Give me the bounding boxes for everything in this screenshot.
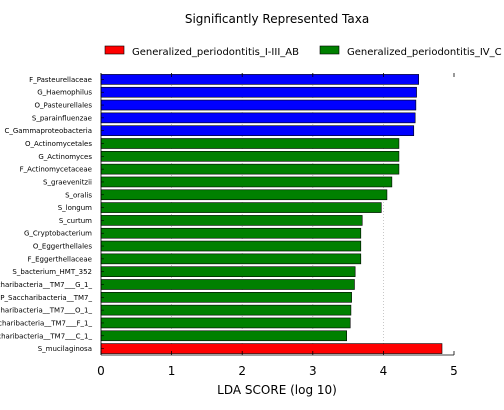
bars [100, 74, 443, 354]
x-axis: 0 1 2 3 4 5 [97, 73, 458, 378]
bar [100, 304, 352, 316]
category-label: S_graevenitzii [43, 178, 92, 186]
category-label: S_oralis [65, 191, 92, 199]
category-label: G_Cryptobacterium [24, 230, 92, 238]
legend-label-1: Generalized_periodontitis_I-III_AB [132, 47, 299, 58]
bar [100, 163, 400, 175]
category-label: _Saccharibacteria__TM7___C_1_ [0, 332, 92, 340]
category-label: S_mucilaginosa [38, 345, 92, 353]
bar [100, 253, 362, 265]
x-tick-label: 0 [97, 364, 105, 378]
bar [100, 176, 393, 188]
category-label: _Saccharibacteria__TM7___O_1_ [0, 307, 92, 315]
chart-title: Significantly Represented Taxa [185, 12, 369, 26]
bar [100, 266, 356, 277]
bar [100, 112, 416, 124]
x-tick-label: 3 [309, 364, 317, 378]
x-tick-label: 2 [238, 364, 246, 378]
x-tick-label: 5 [450, 364, 458, 378]
category-label: G_Actinomyces [38, 153, 92, 161]
category-label: O_Actinomycetales [25, 140, 92, 148]
bar [100, 125, 415, 136]
category-label: S_longum [58, 204, 92, 212]
bar [100, 151, 400, 162]
category-labels: F_Pasteurellaceae G_Haemophilus O_Pasteure… [0, 76, 92, 353]
category-label: P_Saccharibacteria__TM7_ [0, 294, 92, 302]
bar [100, 74, 420, 85]
category-label: F_Actinomycetaceae [20, 166, 92, 174]
bar [100, 292, 352, 303]
category-label: _Saccharibacteria__TM7___G_1_ [0, 281, 92, 289]
bar [100, 330, 347, 342]
bar [100, 227, 362, 239]
category-label: S_parainfluenzae [32, 114, 92, 122]
legend-label-2: Generalized_periodontitis_IV_C [347, 47, 502, 58]
legend: Generalized_periodontitis_I-III_AB Gener… [104, 45, 502, 58]
bar [100, 240, 362, 252]
x-tick-label: 4 [380, 364, 388, 378]
category-label: C_Gammaproteobacteria [4, 127, 92, 135]
bar [100, 343, 443, 354]
category-label: O_Pasteurellales [35, 102, 93, 110]
x-axis-label: LDA SCORE (log 10) [217, 383, 337, 397]
category-label: G_Haemophilus [37, 89, 92, 97]
bar [100, 86, 417, 98]
category-label: _Saccharibacteria__TM7___F_1_ [0, 319, 92, 327]
category-label: S_bacterium_HMT_352 [12, 268, 92, 276]
legend-swatch-1 [104, 45, 125, 55]
category-label: F_Eggerthellaceae [28, 255, 92, 263]
bar [100, 279, 355, 290]
legend-swatch-2 [319, 45, 340, 55]
bar [100, 202, 382, 213]
x-tick-label: 1 [168, 364, 176, 378]
category-label: O_Eggerthellales [33, 243, 92, 251]
bar [100, 215, 363, 226]
bar [100, 138, 400, 149]
bar [100, 99, 417, 111]
category-label: F_Pasteurellaceae [29, 76, 92, 84]
category-label: S_curtum [59, 217, 92, 225]
bar [100, 317, 351, 329]
bar [100, 189, 388, 201]
